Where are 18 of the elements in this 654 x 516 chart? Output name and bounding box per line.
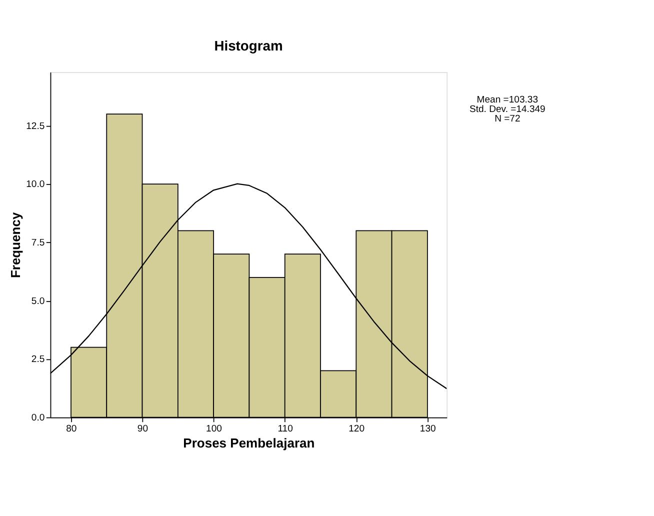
x-tick-label: 120	[348, 424, 365, 435]
y-tick-label: 7.5	[31, 237, 45, 248]
y-tick-label: 0.0	[31, 412, 45, 424]
x-tick-label: 90	[137, 424, 148, 435]
x-tick-label: 110	[278, 424, 293, 435]
text: Mean =103.33	[476, 94, 538, 106]
x-tick-label: 100	[206, 424, 222, 435]
x-tick-label: 130	[420, 424, 436, 435]
y-tick-label: 2.5	[31, 354, 45, 366]
chart-title: Histogram	[214, 37, 283, 54]
y-tick-label: 10.0	[26, 179, 45, 190]
text: N =72	[494, 114, 520, 125]
text: Std. Dev. =14.349	[469, 104, 546, 116]
x-tick-label: 80	[66, 424, 77, 435]
y-axis-title: Frequency	[8, 212, 24, 278]
y-tick-label: 5.0	[31, 296, 45, 307]
y-tick-label: 12.5	[26, 120, 45, 132]
x-axis-title: Proses Pembelajaran	[183, 435, 315, 450]
